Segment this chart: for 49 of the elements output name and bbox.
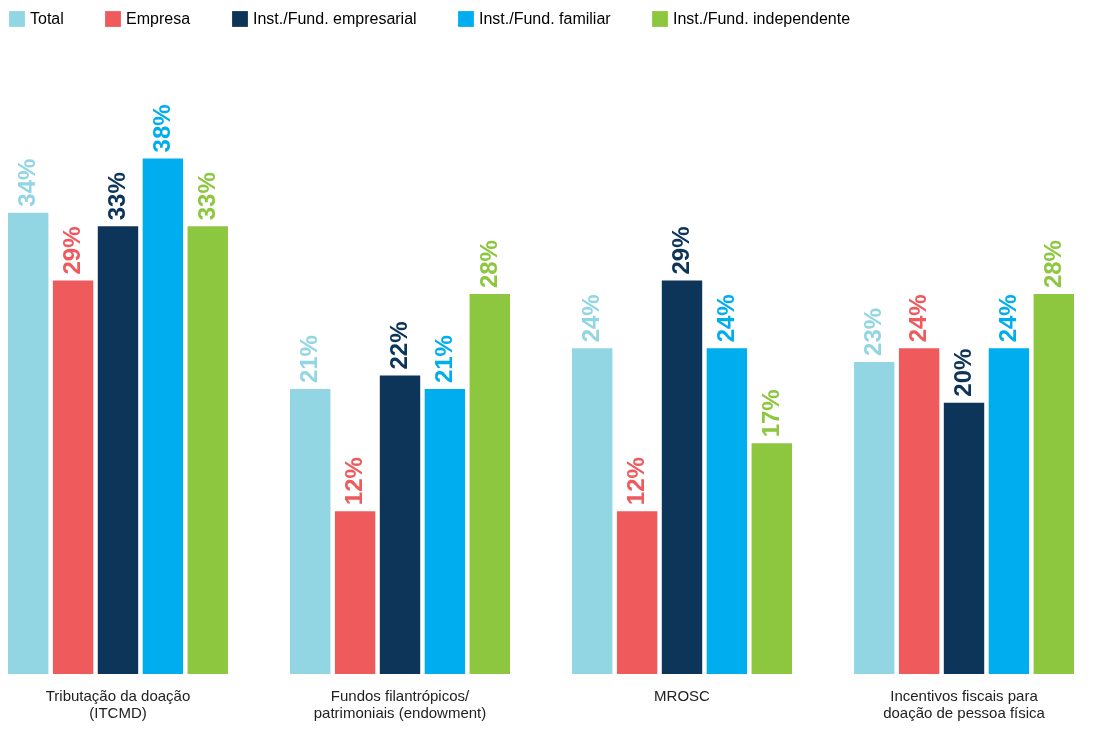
bar xyxy=(988,348,1030,674)
data-label: 21% xyxy=(429,335,457,384)
data-label: 17% xyxy=(756,389,784,438)
data-label: 24% xyxy=(577,294,605,343)
bar xyxy=(943,402,985,674)
legend-label: Empresa xyxy=(126,10,191,27)
data-label: 34% xyxy=(13,158,41,207)
data-label: 38% xyxy=(147,104,175,153)
bar xyxy=(469,294,510,674)
bar xyxy=(751,443,792,674)
bar xyxy=(8,212,49,674)
bar xyxy=(424,389,466,674)
data-label: 24% xyxy=(711,294,739,343)
x-tick-label: Fundos filantrópicos/ patrimoniais (endowment) xyxy=(313,686,487,721)
data-label: 23% xyxy=(859,307,887,356)
bar xyxy=(142,158,184,674)
bar xyxy=(187,226,228,674)
data-label: 29% xyxy=(667,226,695,275)
data-label: 33% xyxy=(102,172,130,221)
data-label: 24% xyxy=(904,294,932,343)
bar xyxy=(706,348,748,674)
x-tick-label: Tributação da doação (ITCMD) xyxy=(45,686,191,721)
bar xyxy=(52,280,94,674)
x-tick-label: Incentivos fiscais para doação de pessoa física xyxy=(883,686,1046,721)
legend-label: Total xyxy=(30,10,64,27)
data-label: 33% xyxy=(192,172,220,221)
bar xyxy=(97,226,139,674)
bar xyxy=(379,375,421,674)
bar xyxy=(334,511,376,674)
legend-label: Inst./Fund. familiar xyxy=(479,10,612,27)
data-label: 28% xyxy=(474,240,502,289)
bar xyxy=(898,348,940,674)
legend-label: Inst./Fund. empresarial xyxy=(253,10,417,27)
data-label: 12% xyxy=(622,457,650,506)
data-label: 24% xyxy=(993,294,1021,343)
data-label: 12% xyxy=(340,457,368,506)
bar xyxy=(661,280,703,674)
bar xyxy=(290,389,331,674)
bar xyxy=(616,511,658,674)
data-label: 29% xyxy=(58,226,86,275)
data-label: 20% xyxy=(949,348,977,397)
data-label: 28% xyxy=(1038,240,1066,289)
bar xyxy=(1033,294,1074,674)
data-label: 22% xyxy=(384,321,412,370)
bar xyxy=(572,348,613,674)
bar xyxy=(854,361,895,674)
x-tick-label: MROSC xyxy=(654,686,711,704)
legend-label: Inst./Fund. independente xyxy=(673,10,851,27)
data-label: 21% xyxy=(295,335,323,384)
